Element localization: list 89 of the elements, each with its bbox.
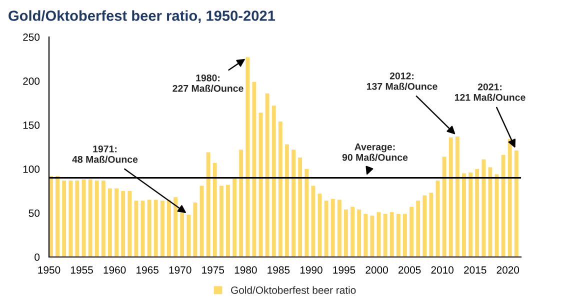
bar bbox=[475, 169, 480, 257]
bar bbox=[265, 93, 270, 257]
bar bbox=[160, 200, 164, 257]
bar bbox=[488, 167, 492, 257]
x-tick-label: 1995 bbox=[333, 266, 356, 274]
bar bbox=[121, 191, 126, 257]
x-tick-label: 1985 bbox=[268, 266, 290, 274]
bar bbox=[252, 82, 256, 257]
bar bbox=[101, 180, 106, 257]
bar bbox=[75, 180, 80, 257]
chart-title: Gold/Oktoberfest beer ratio, 1950-2021 bbox=[8, 10, 276, 24]
bar bbox=[134, 200, 138, 257]
annotation: 1971: 48 Maß/Ounce bbox=[72, 145, 138, 163]
bar bbox=[330, 198, 335, 257]
bar bbox=[514, 150, 518, 257]
bar bbox=[193, 202, 198, 257]
annotation: 2012: 137 Maß/Ounce bbox=[366, 72, 438, 90]
bar bbox=[344, 209, 348, 257]
annotation: Average: 90 Maß/Ounce bbox=[342, 144, 408, 161]
bar bbox=[239, 150, 244, 257]
bar bbox=[56, 176, 60, 257]
bar bbox=[62, 180, 66, 257]
x-tick-label: 1980 bbox=[234, 266, 257, 274]
bar bbox=[68, 180, 73, 257]
x-tick-label: 1955 bbox=[70, 266, 93, 274]
y-tick-label: 250 bbox=[23, 34, 40, 41]
x-tick-label: 2000 bbox=[366, 266, 388, 274]
x-tick-label: 1950 bbox=[38, 266, 60, 274]
bar bbox=[350, 206, 354, 257]
bar bbox=[370, 216, 374, 257]
bar bbox=[429, 192, 434, 257]
annotation: 2021: 121 Maß/Ounce bbox=[454, 83, 526, 101]
bar bbox=[396, 214, 400, 257]
bar bbox=[442, 156, 446, 257]
bar bbox=[272, 106, 276, 257]
bar bbox=[462, 173, 466, 257]
x-tick-label: 2005 bbox=[398, 266, 421, 274]
bar bbox=[455, 136, 460, 257]
x-tick-label: 1975 bbox=[202, 266, 224, 274]
bar bbox=[219, 186, 224, 257]
bar bbox=[337, 200, 342, 257]
bar bbox=[403, 214, 407, 257]
bar bbox=[324, 200, 328, 257]
bar bbox=[108, 188, 112, 257]
bar bbox=[212, 162, 217, 257]
bar bbox=[94, 180, 99, 257]
bar bbox=[501, 154, 506, 257]
bar bbox=[304, 169, 309, 257]
bar bbox=[278, 121, 282, 257]
y-tick-label: 50 bbox=[28, 210, 40, 217]
x-tick-label: 1970 bbox=[169, 266, 192, 274]
bar bbox=[416, 200, 420, 257]
bar bbox=[246, 57, 250, 257]
legend-label: Gold/Oktoberfest beer ratio bbox=[231, 286, 356, 294]
x-tick-label: 1960 bbox=[104, 266, 126, 274]
x-tick-label: 1965 bbox=[136, 266, 158, 274]
bar bbox=[285, 144, 289, 257]
bar bbox=[468, 172, 472, 257]
y-tick-label: 150 bbox=[23, 122, 40, 129]
bar bbox=[128, 191, 132, 257]
bar bbox=[410, 206, 414, 257]
x-tick-label: 2015 bbox=[464, 266, 486, 274]
y-tick-label: 200 bbox=[23, 78, 40, 85]
x-tick-label: 2010 bbox=[431, 266, 454, 274]
bar bbox=[206, 152, 210, 257]
y-tick-label: 0 bbox=[34, 254, 40, 261]
bar bbox=[88, 180, 92, 257]
x-tick-label: 1990 bbox=[300, 266, 322, 274]
bar bbox=[186, 214, 191, 257]
bar bbox=[147, 200, 152, 257]
bar bbox=[226, 184, 230, 257]
bar bbox=[232, 178, 236, 257]
bar bbox=[311, 186, 316, 257]
bar bbox=[292, 150, 296, 257]
bar bbox=[448, 137, 453, 257]
bar bbox=[422, 195, 427, 257]
x-tick-label: 2020 bbox=[496, 266, 520, 274]
bar bbox=[154, 200, 158, 257]
bar bbox=[482, 159, 486, 257]
bar bbox=[167, 200, 171, 257]
bar bbox=[298, 158, 302, 257]
bar bbox=[174, 197, 178, 257]
bar bbox=[357, 209, 362, 257]
bar bbox=[390, 212, 394, 257]
bar bbox=[364, 214, 368, 257]
bar bbox=[383, 214, 388, 257]
annotation: 1980: 227 Maß/Ounce bbox=[172, 74, 244, 92]
bar bbox=[114, 188, 118, 257]
y-tick-label: 100 bbox=[23, 166, 40, 173]
